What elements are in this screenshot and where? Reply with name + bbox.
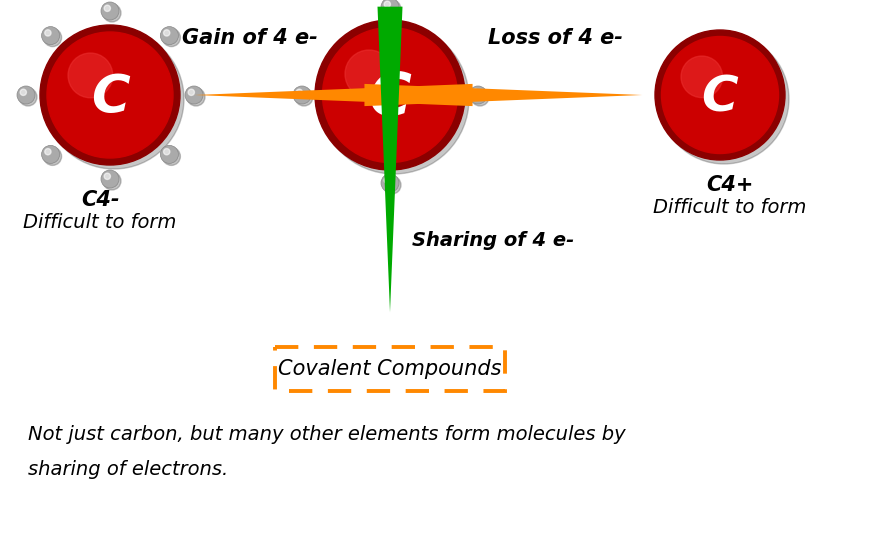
Circle shape: [385, 1, 391, 8]
Circle shape: [381, 0, 399, 16]
Text: Sharing of 4 e-: Sharing of 4 e-: [412, 230, 575, 250]
Circle shape: [17, 86, 35, 104]
Circle shape: [188, 89, 194, 96]
Text: Loss of 4 e-: Loss of 4 e-: [487, 28, 623, 48]
Circle shape: [44, 30, 51, 36]
Circle shape: [469, 86, 487, 104]
Circle shape: [319, 24, 469, 174]
Text: C: C: [369, 69, 412, 127]
Text: C4+: C4+: [706, 175, 753, 195]
Circle shape: [162, 147, 181, 165]
Circle shape: [345, 50, 393, 98]
Circle shape: [19, 88, 37, 106]
Text: Difficult to form: Difficult to form: [653, 198, 807, 217]
Circle shape: [681, 56, 723, 98]
Circle shape: [42, 146, 59, 163]
Text: Covalent Compounds: Covalent Compounds: [278, 359, 501, 379]
Circle shape: [383, 0, 401, 18]
Circle shape: [383, 176, 401, 194]
Circle shape: [20, 89, 26, 96]
Text: sharing of electrons.: sharing of electrons.: [28, 460, 228, 479]
Circle shape: [185, 86, 203, 104]
Text: C: C: [91, 72, 129, 124]
Circle shape: [40, 25, 180, 165]
Circle shape: [662, 37, 779, 154]
Circle shape: [381, 174, 399, 192]
Circle shape: [293, 86, 311, 104]
Text: C: C: [702, 74, 739, 122]
Text: Difficult to form: Difficult to form: [24, 213, 177, 232]
Circle shape: [44, 147, 62, 165]
FancyBboxPatch shape: [275, 347, 505, 391]
Circle shape: [385, 177, 391, 184]
Circle shape: [44, 28, 62, 47]
Circle shape: [47, 32, 173, 158]
Circle shape: [164, 149, 170, 155]
Circle shape: [296, 89, 303, 96]
Circle shape: [104, 173, 111, 179]
Text: C4-: C4-: [81, 190, 119, 210]
Text: Gain of 4 e-: Gain of 4 e-: [182, 28, 318, 48]
Circle shape: [655, 30, 785, 160]
Circle shape: [295, 88, 313, 106]
Circle shape: [103, 172, 121, 190]
Circle shape: [101, 170, 119, 188]
Circle shape: [101, 2, 119, 20]
Circle shape: [160, 27, 179, 45]
Circle shape: [164, 30, 170, 36]
Circle shape: [103, 4, 121, 22]
Circle shape: [187, 88, 205, 106]
Circle shape: [42, 27, 59, 45]
Circle shape: [472, 89, 479, 96]
Circle shape: [323, 27, 458, 163]
Circle shape: [471, 88, 489, 106]
Circle shape: [315, 20, 465, 170]
Circle shape: [44, 29, 184, 169]
Circle shape: [104, 5, 111, 11]
Circle shape: [44, 149, 51, 155]
Text: Not just carbon, but many other elements form molecules by: Not just carbon, but many other elements…: [28, 425, 625, 444]
Circle shape: [160, 146, 179, 163]
Circle shape: [659, 34, 789, 164]
Circle shape: [68, 53, 112, 98]
Circle shape: [162, 28, 181, 47]
